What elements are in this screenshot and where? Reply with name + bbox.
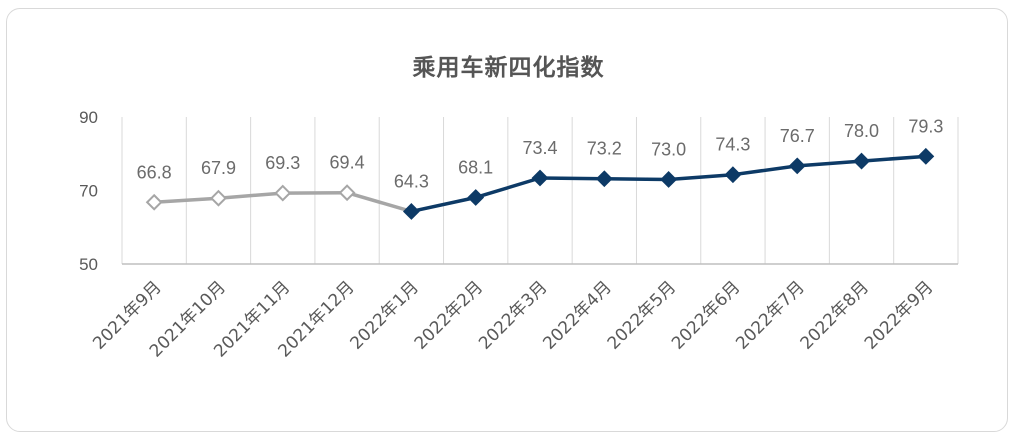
data-label: 73.0: [651, 139, 686, 159]
x-tick-label: 2022年4月: [539, 277, 615, 353]
data-point: [145, 193, 163, 211]
data-point: [531, 169, 549, 187]
chart-card: [6, 8, 1008, 432]
data-label: 68.1: [458, 157, 493, 177]
series-segment: [345, 190, 414, 214]
data-label: 67.9: [201, 158, 236, 178]
x-tick-label: 2022年9月: [861, 277, 937, 353]
series-segment: [731, 164, 799, 177]
series-segment: [538, 176, 607, 181]
series-segment: [666, 172, 735, 182]
x-tick-label: 2022年1月: [346, 277, 422, 353]
data-label: 74.3: [715, 135, 750, 155]
series-segment: [409, 195, 478, 214]
data-point: [402, 203, 420, 220]
x-tick-label: 2022年8月: [797, 277, 873, 353]
data-label: 64.3: [394, 171, 429, 191]
data-point: [660, 171, 678, 188]
data-label: 66.8: [137, 162, 172, 182]
data-point: [274, 184, 292, 202]
series-segment: [473, 176, 542, 200]
data-label: 76.7: [780, 126, 815, 146]
x-tick-label: 2022年2月: [411, 277, 487, 353]
gridlines: [121, 117, 959, 264]
data-point: [338, 184, 356, 202]
x-tick-label: 2022年5月: [604, 277, 680, 353]
chart-title: 乘用车新四化指数: [412, 55, 605, 81]
data-point: [467, 189, 485, 206]
data-point: [788, 157, 806, 175]
series-segment: [216, 191, 285, 200]
x-tick-labels: 2021年9月2021年10月2021年11月2021年12月2022年1月20…: [89, 277, 937, 361]
data-point: [917, 147, 935, 165]
data-point: [853, 152, 870, 170]
series-markers: [145, 147, 935, 220]
y-tick-label: 50: [79, 255, 98, 274]
data-point: [724, 166, 742, 184]
series-segment: [152, 196, 221, 205]
y-tick-labels: 50 70 90: [79, 108, 98, 274]
data-label: 73.4: [522, 138, 557, 158]
x-tick-label: 2022年6月: [668, 277, 744, 353]
data-label: 78.0: [844, 121, 879, 141]
data-label: 73.2: [587, 139, 622, 159]
data-point: [595, 170, 613, 188]
x-tick-label: 2022年3月: [475, 277, 551, 353]
series-segment: [859, 154, 928, 163]
data-labels: 66.8 67.9 69.3 69.4 64.3 68.1 73.4 73.2 73.0 74.3…: [137, 116, 944, 191]
data-label: 69.4: [330, 153, 365, 173]
data-label: 79.3: [908, 116, 943, 136]
y-tick-label: 70: [79, 182, 98, 201]
data-label: 69.3: [265, 153, 300, 173]
series-lines: [152, 154, 928, 214]
series-segment: [795, 159, 864, 168]
series-segment: [602, 176, 671, 182]
y-tick-label: 90: [79, 108, 98, 127]
x-tick-label: 2022年7月: [732, 277, 808, 353]
data-point: [210, 189, 227, 207]
